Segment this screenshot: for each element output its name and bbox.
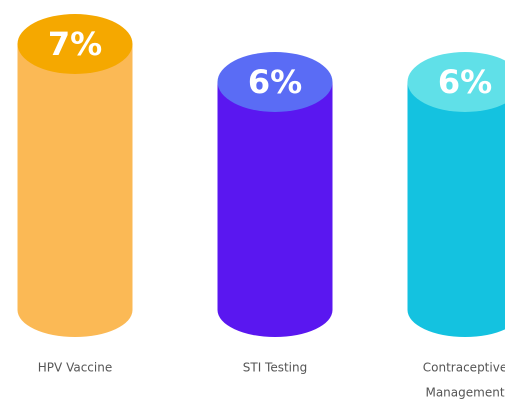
cylinder-body (217, 82, 333, 337)
value-label: 6% (438, 63, 492, 101)
value-label: 6% (248, 63, 302, 101)
cylinder-body (407, 82, 505, 337)
cylinder-body (17, 44, 133, 337)
category-label: HPV Vaccine (38, 361, 112, 375)
category-label: Contraceptive (423, 361, 505, 375)
category-label: STI Testing (243, 361, 308, 375)
category-label: Management (425, 386, 504, 400)
value-label: 7% (48, 25, 102, 63)
cylinder-top (17, 14, 133, 74)
cylinder-top (407, 52, 505, 112)
cylinder-top (217, 52, 333, 112)
